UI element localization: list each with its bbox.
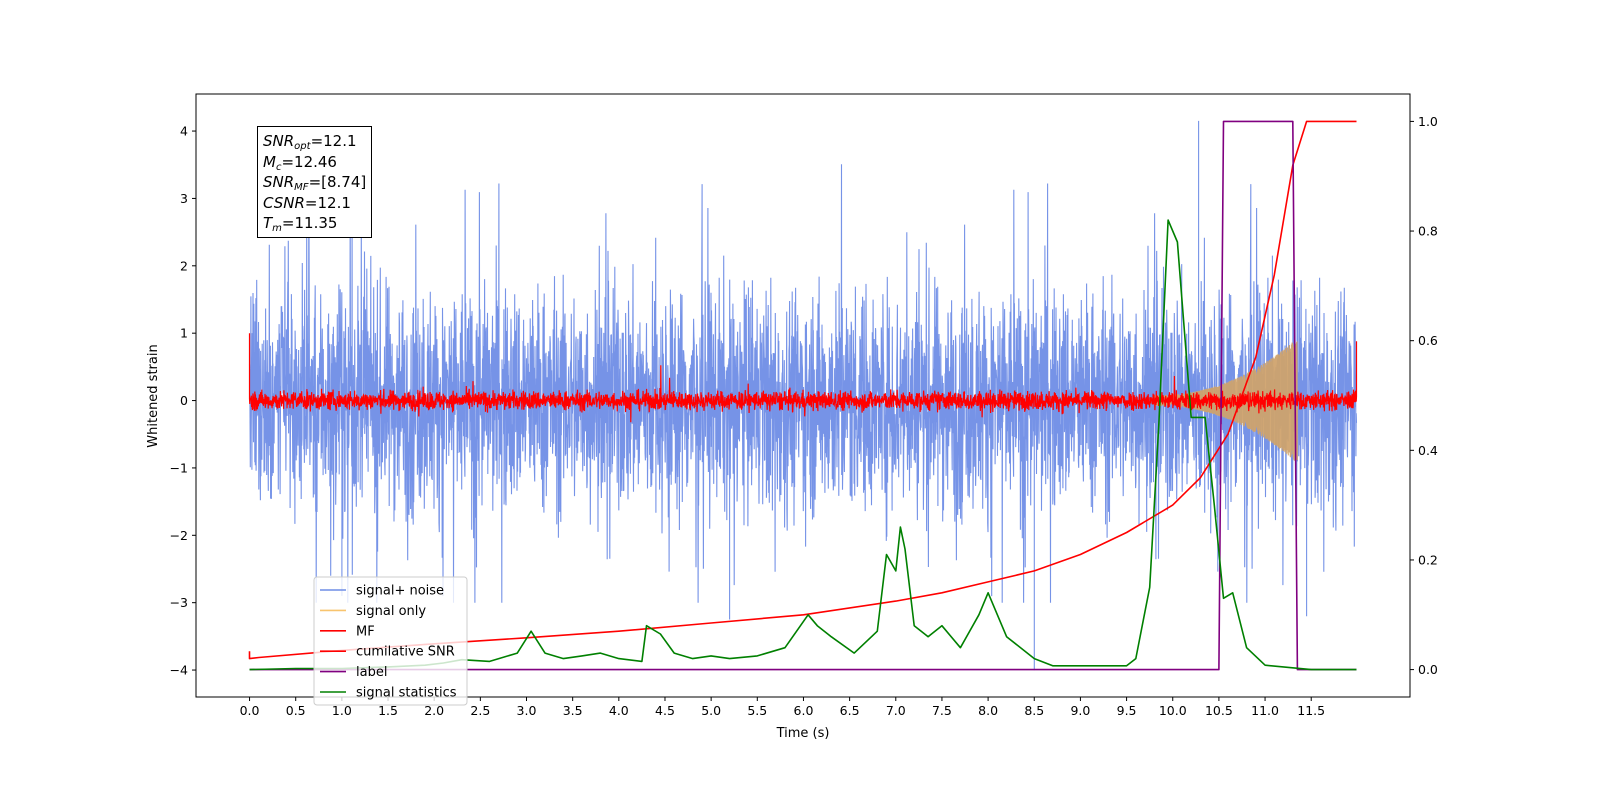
annotation-snr-mf: SNRMF=[8.74]	[263, 173, 367, 193]
y2-tick-label: 0.0	[1418, 662, 1438, 677]
x-tick-label: 11.5	[1297, 703, 1325, 718]
legend-entry: MF	[356, 624, 375, 639]
y-tick-label: −1	[170, 460, 188, 475]
y2-tick-label: 0.8	[1418, 224, 1438, 239]
y-axis-left: −4 −3 −2 −1 0 1 2 3 4	[170, 124, 196, 678]
x-tick-label: 5.5	[747, 703, 767, 718]
x-tick-label: 8.0	[978, 703, 998, 718]
x-tick-label: 4.5	[655, 703, 675, 718]
x-tick-label: 9.0	[1070, 703, 1090, 718]
annotation-mc: Mc=12.46	[263, 152, 337, 173]
x-tick-label: 5.0	[701, 703, 721, 718]
x-tick-label: 1.0	[332, 703, 352, 718]
x-tick-label: 10.0	[1159, 703, 1187, 718]
x-tick-label: 6.0	[794, 703, 814, 718]
y-tick-label: 2	[180, 258, 188, 273]
series-mf	[248, 333, 1358, 423]
x-tick-label: 7.0	[886, 703, 906, 718]
series-signal-noise	[248, 120, 1358, 671]
y2-tick-label: 0.6	[1418, 333, 1438, 348]
y-tick-label: 3	[180, 191, 188, 206]
y2-tick-label: 0.2	[1418, 552, 1438, 567]
x-tick-label: 10.5	[1205, 703, 1233, 718]
y-tick-label: −3	[170, 595, 188, 610]
y2-tick-label: 0.4	[1418, 443, 1438, 458]
x-axis: 0.0 0.5 1.0 1.5 2.0 2.5 3.0 3.5 4.0 4.5 5.0 5.5 6.0 6…	[240, 697, 1325, 718]
x-tick-label: 4.0	[609, 703, 629, 718]
y-tick-label: 1	[180, 326, 188, 341]
x-tick-label: 2.0	[424, 703, 444, 718]
y-tick-label: 4	[180, 124, 188, 139]
x-tick-label: 6.5	[840, 703, 860, 718]
x-tick-label: 3.0	[517, 703, 537, 718]
y-axis-label: Whitened strain	[146, 344, 161, 447]
x-tick-label: 7.5	[932, 703, 952, 718]
annotation-csnr: CSNR=12.1	[263, 193, 351, 212]
x-tick-label: 0.0	[240, 703, 260, 718]
series-signal-statistics	[249, 219, 1357, 671]
x-tick-label: 11.0	[1251, 703, 1279, 718]
y-tick-label: −4	[170, 663, 188, 678]
legend-box	[313, 576, 468, 706]
y-tick-label: 0	[180, 393, 188, 408]
y-axis-right: 0.0 0.2 0.4 0.6 0.8 1.0	[1410, 114, 1438, 677]
annotation-box: SNRopt=12.1 Mc=12.46 SNRMF=[8.74] CSNR=1…	[257, 126, 373, 238]
legend-entry: signal statistics	[356, 686, 457, 701]
legend-entry: signal only	[356, 604, 426, 619]
x-tick-label: 9.5	[1117, 703, 1137, 718]
x-axis-label: Time (s)	[776, 726, 830, 741]
y-tick-label: −2	[170, 528, 188, 543]
x-tick-label: 1.5	[378, 703, 398, 718]
x-tick-label: 3.5	[563, 703, 583, 718]
legend-entry: signal+ noise	[356, 584, 444, 599]
legend-entry: cumilative SNR	[356, 645, 455, 660]
annotation-snr-opt: SNRopt=12.1	[263, 132, 357, 152]
y2-tick-label: 1.0	[1418, 114, 1438, 129]
legend: signal+ noise signal only MF cumilative SNR…	[313, 576, 468, 706]
x-tick-label: 0.5	[286, 703, 306, 718]
x-tick-label: 2.5	[470, 703, 490, 718]
series-signal-overlap	[1153, 341, 1298, 461]
legend-entry: label	[356, 665, 387, 680]
annotation-tm: Tm=11.35	[263, 214, 338, 234]
x-tick-label: 8.5	[1024, 703, 1044, 718]
